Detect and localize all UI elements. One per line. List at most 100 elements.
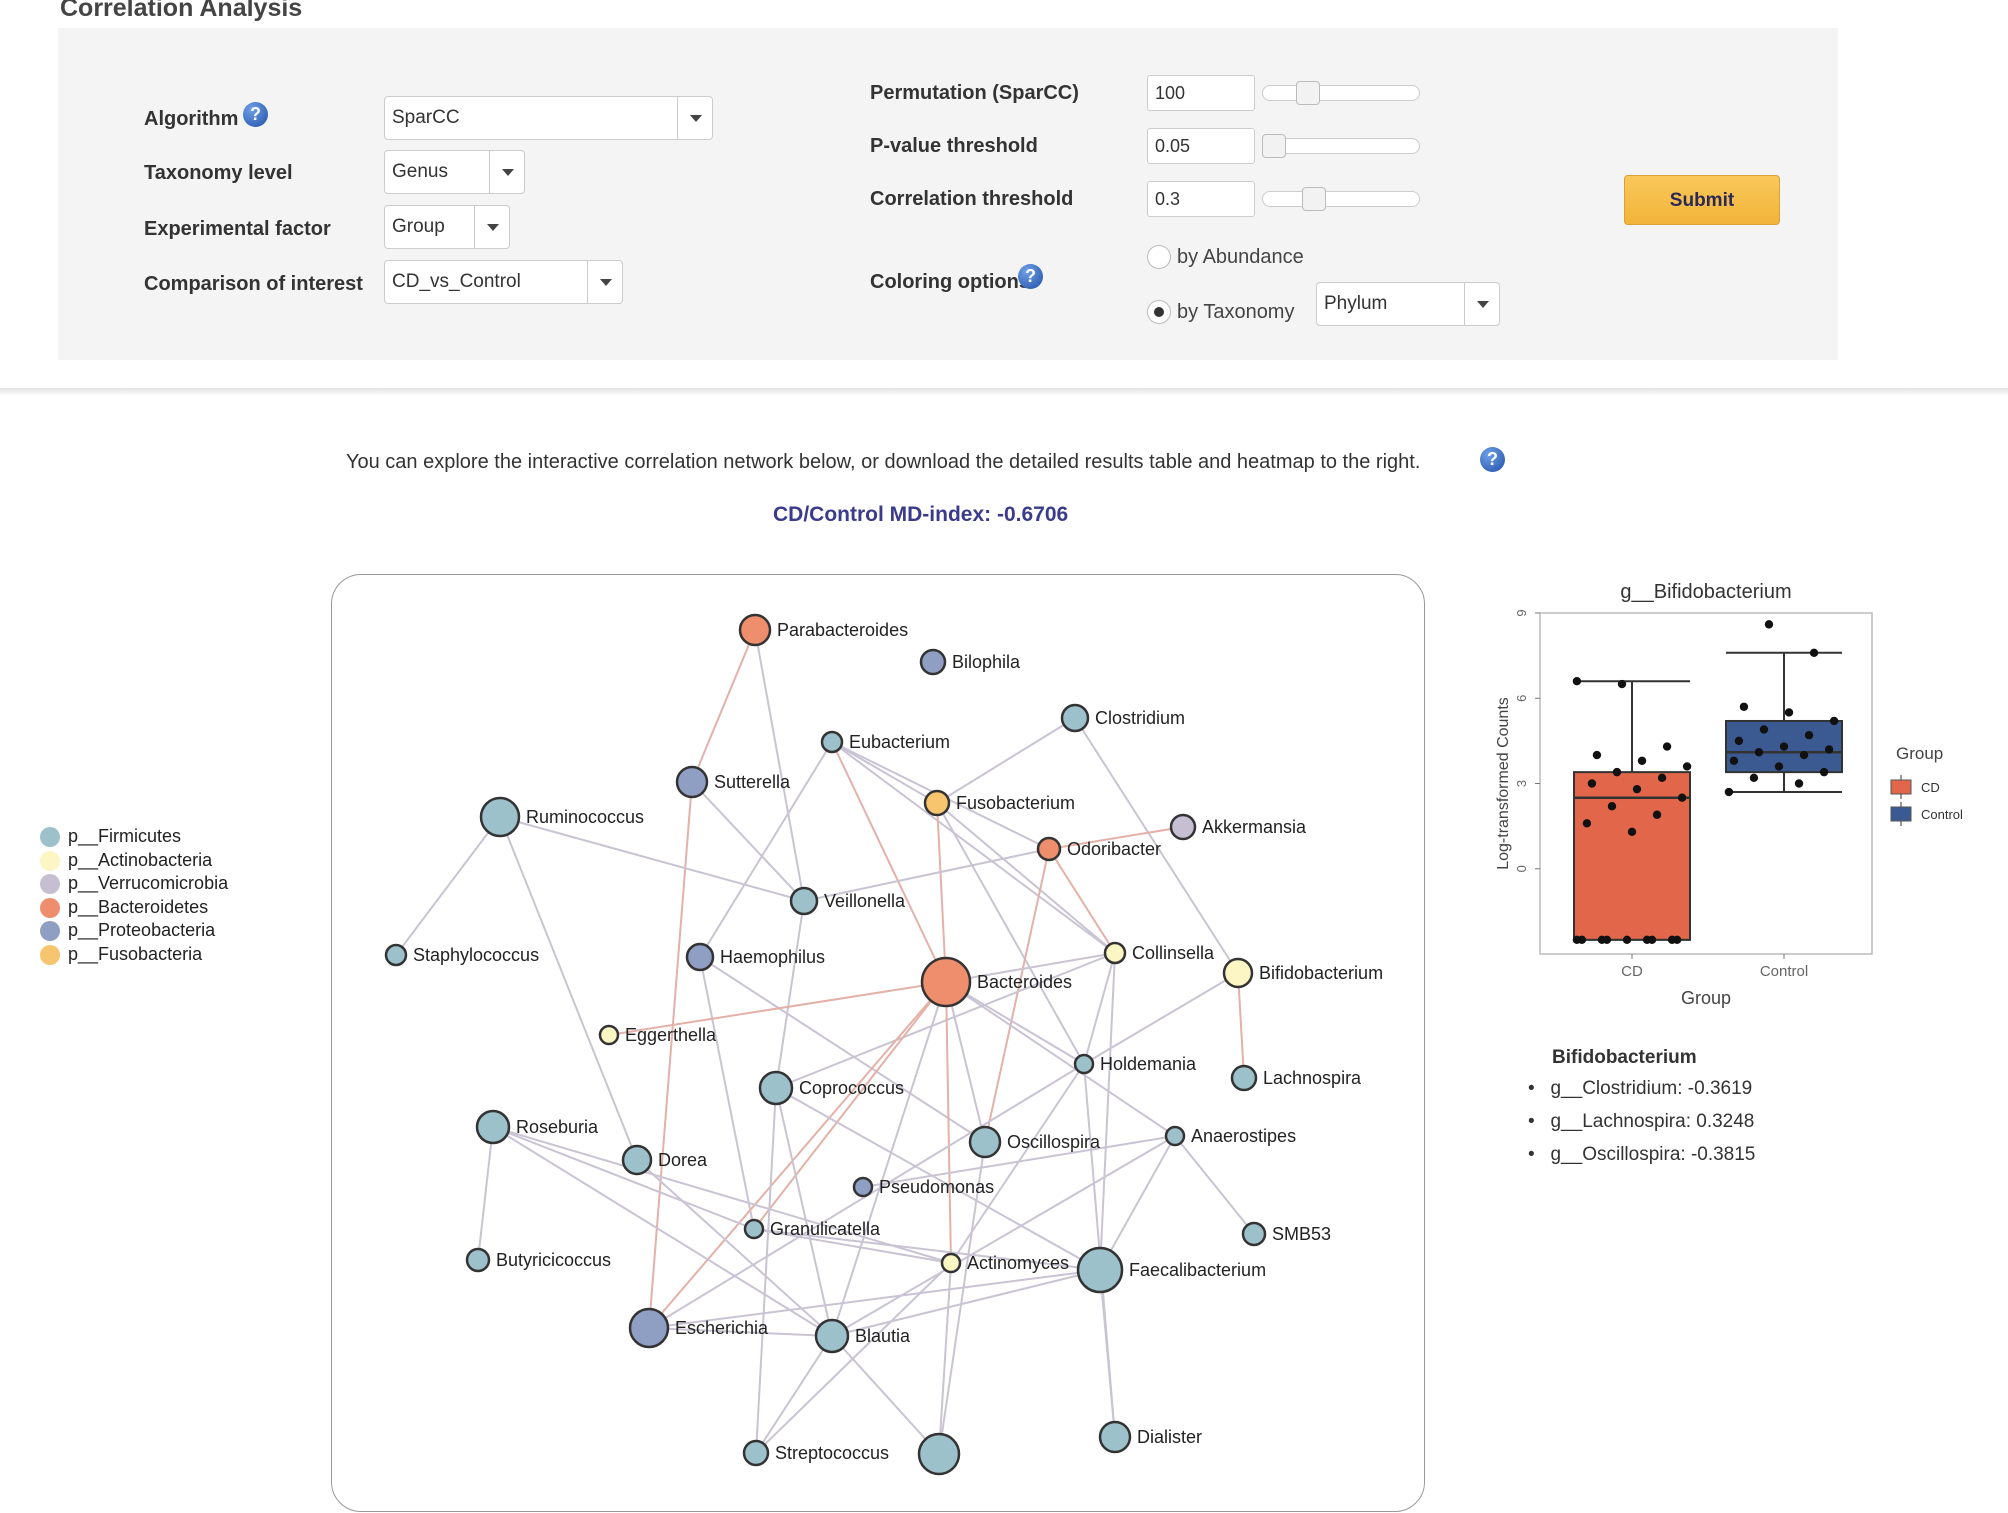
network-edge[interactable] <box>936 802 1116 954</box>
radio-by-taxonomy-label[interactable]: by Taxonomy <box>1177 301 1295 323</box>
permutation-input[interactable]: 100 <box>1147 75 1255 111</box>
network-node[interactable] <box>1103 941 1127 965</box>
network-node[interactable] <box>475 1109 511 1145</box>
network-edge[interactable] <box>691 629 756 783</box>
network-edge[interactable] <box>753 981 947 1230</box>
radio-by-taxonomy[interactable] <box>1147 300 1171 324</box>
network-edge[interactable] <box>492 1126 755 1230</box>
network-edge[interactable] <box>1237 972 1245 1079</box>
network-node[interactable] <box>1073 1053 1095 1075</box>
network-edge[interactable] <box>831 1269 1101 1337</box>
results-help-icon[interactable]: ? <box>1480 447 1505 472</box>
network-node[interactable] <box>1164 1125 1186 1147</box>
network-node[interactable] <box>1036 836 1062 862</box>
network-edge[interactable] <box>648 1327 833 1337</box>
network-edge[interactable] <box>492 1126 952 1264</box>
network-edge[interactable] <box>938 1141 986 1455</box>
submit-button[interactable]: Submit <box>1624 175 1780 225</box>
network-edge[interactable] <box>477 1126 494 1261</box>
network-edge[interactable] <box>945 981 1176 1137</box>
network-edge[interactable] <box>755 1335 833 1454</box>
network-node[interactable] <box>923 789 951 817</box>
network-node[interactable] <box>1222 957 1254 989</box>
network-edge[interactable] <box>608 981 947 1036</box>
network-edge[interactable] <box>699 956 986 1143</box>
network-edge[interactable] <box>754 629 805 902</box>
network-edge[interactable] <box>1048 826 1184 850</box>
taxonomy-level-select[interactable]: Genus <box>384 150 525 194</box>
radio-by-abundance-label[interactable]: by Abundance <box>1177 246 1304 268</box>
network-node[interactable] <box>1230 1064 1258 1092</box>
network-edge[interactable] <box>938 1262 952 1455</box>
network-node[interactable] <box>968 1125 1002 1159</box>
network-node[interactable] <box>919 648 947 676</box>
network-node[interactable] <box>814 1318 850 1354</box>
network-edge[interactable] <box>945 981 986 1143</box>
network-edge[interactable] <box>950 1063 1085 1264</box>
network-node[interactable] <box>820 730 844 754</box>
network-node[interactable] <box>1241 1221 1267 1247</box>
correlation-input[interactable]: 0.3 <box>1147 181 1255 217</box>
network-edge[interactable] <box>831 1135 1176 1337</box>
comparison-select[interactable]: CD_vs_Control <box>384 260 623 304</box>
radio-by-abundance[interactable] <box>1147 245 1171 269</box>
network-node[interactable] <box>598 1024 620 1046</box>
network-node[interactable] <box>384 943 408 967</box>
network-edge[interactable] <box>936 802 947 983</box>
coloring-taxonomy-select[interactable]: Phylum <box>1316 282 1500 326</box>
network-node[interactable] <box>628 1307 670 1349</box>
network-node[interactable] <box>675 765 709 799</box>
network-edge[interactable] <box>1083 972 1239 1065</box>
network-node[interactable] <box>479 796 521 838</box>
network-node[interactable] <box>621 1144 653 1176</box>
network-edge[interactable] <box>755 1262 952 1454</box>
algorithm-select[interactable]: SparCC <box>384 96 713 140</box>
network-node[interactable] <box>685 942 715 972</box>
network-edge[interactable] <box>936 802 1085 1065</box>
network-edge[interactable] <box>1174 1135 1255 1235</box>
network-edge[interactable] <box>648 781 693 1329</box>
algorithm-help-icon[interactable]: ? <box>243 102 268 127</box>
network-edge[interactable] <box>636 1159 833 1337</box>
network-edge[interactable] <box>831 981 947 1337</box>
network-node[interactable] <box>1169 813 1197 841</box>
network-edge[interactable] <box>648 981 947 1329</box>
network-node[interactable] <box>1060 703 1090 733</box>
pvalue-slider-handle[interactable] <box>1262 134 1286 158</box>
network-edge[interactable] <box>1083 952 1116 1065</box>
network-edge[interactable] <box>862 1135 1176 1188</box>
network-edge[interactable] <box>936 717 1076 804</box>
network-edge[interactable] <box>775 1087 1101 1271</box>
network-node[interactable] <box>465 1247 491 1273</box>
network-node[interactable] <box>920 956 972 1008</box>
network-edge[interactable] <box>831 1335 940 1455</box>
network-node[interactable] <box>742 1439 770 1467</box>
network-edge[interactable] <box>775 1087 833 1337</box>
network-panel[interactable] <box>331 574 1425 1512</box>
network-edge[interactable] <box>945 981 1085 1065</box>
correlation-slider-handle[interactable] <box>1302 187 1327 211</box>
network-edge[interactable] <box>945 981 952 1264</box>
network-edge[interactable] <box>1099 1269 1116 1438</box>
network-edge[interactable] <box>945 952 1116 983</box>
network-node[interactable] <box>738 613 772 647</box>
network-node[interactable] <box>758 1070 794 1106</box>
network-edge[interactable] <box>1099 1135 1176 1271</box>
network-node[interactable] <box>940 1252 962 1274</box>
network-edge[interactable] <box>775 952 1116 1089</box>
network-node[interactable] <box>789 886 819 916</box>
network-edge[interactable] <box>755 1087 777 1454</box>
network-edge[interactable] <box>648 1269 1101 1329</box>
network-edge[interactable] <box>1048 848 1116 954</box>
network-edge[interactable] <box>691 781 805 902</box>
network-edge[interactable] <box>1099 952 1116 1271</box>
network-node[interactable] <box>852 1176 874 1198</box>
network-edge[interactable] <box>492 1126 833 1337</box>
network-edge[interactable] <box>803 848 1050 902</box>
network-edge[interactable] <box>699 741 833 958</box>
network-edge[interactable] <box>499 816 805 902</box>
network-edge[interactable] <box>753 1228 1101 1271</box>
network-edge[interactable] <box>395 816 501 956</box>
network-edge[interactable] <box>831 741 938 804</box>
